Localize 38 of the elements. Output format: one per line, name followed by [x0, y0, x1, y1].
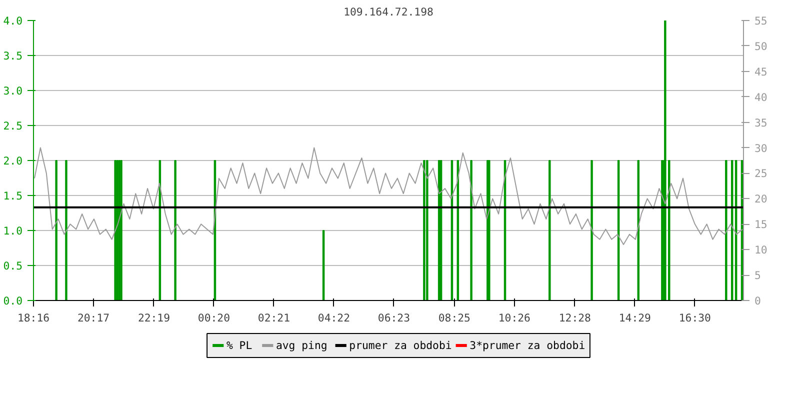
x-tick-label: 08:25 — [438, 312, 470, 324]
x-tick-label: 16:30 — [678, 312, 711, 324]
y2-tick-label: 30 — [754, 142, 768, 155]
chart-title: 109.164.72.198 — [344, 6, 434, 18]
x-tick-label: 10:26 — [498, 312, 530, 324]
y2-tick-label: 45 — [754, 65, 768, 78]
x-tick-label: 20:17 — [77, 312, 110, 324]
y2-tick-label: 20 — [754, 192, 768, 206]
y2-tick-label: 55 — [754, 14, 768, 28]
y-tick-label: 2.0 — [3, 154, 23, 168]
y-tick-label: 2.5 — [3, 120, 23, 132]
legend-label: % PL — [226, 339, 252, 352]
y-tick-label: 1.0 — [3, 224, 23, 238]
y2-tick-label: 25 — [754, 167, 768, 180]
y-tick-label: 3.0 — [3, 84, 23, 98]
y-tick-label: 0.5 — [3, 260, 23, 272]
x-tick-label: 00:20 — [198, 312, 230, 324]
y2-tick-label: 5 — [754, 269, 761, 282]
legend-label: 3*prumer za obdobi — [470, 339, 586, 352]
legend-label: prumer za obdobi — [349, 339, 452, 352]
y2-tick-label: 50 — [754, 40, 768, 53]
y-tick-label: 0.0 — [3, 294, 23, 308]
x-tick-label: 14:29 — [618, 312, 651, 324]
y-tick-label: 3.5 — [3, 50, 23, 62]
y2-tick-label: 35 — [754, 116, 768, 130]
y2-tick-label: 15 — [754, 218, 768, 232]
x-tick-label: 06:23 — [378, 312, 410, 324]
y2-tick-label: 10 — [754, 244, 768, 257]
y2-tick-label: 40 — [754, 90, 768, 104]
y2-tick-label: 0 — [754, 294, 761, 308]
x-tick-label: 18:16 — [17, 312, 50, 324]
legend-label: avg ping — [276, 339, 328, 352]
y-tick-label: 4.0 — [3, 14, 23, 28]
y-tick-label: 1.5 — [3, 190, 23, 202]
x-tick-label: 04:22 — [318, 312, 350, 324]
x-tick-label: 12:28 — [558, 312, 591, 324]
x-tick-label: 02:21 — [258, 312, 290, 324]
x-tick-label: 22:19 — [138, 312, 170, 324]
